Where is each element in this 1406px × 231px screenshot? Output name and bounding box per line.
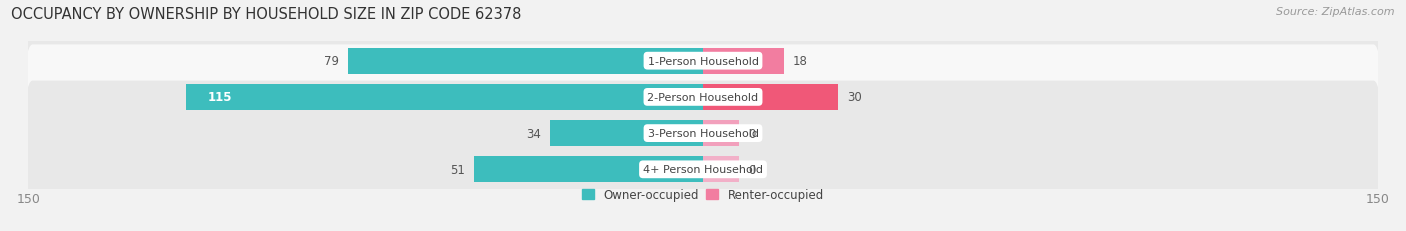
FancyBboxPatch shape — [24, 45, 1382, 222]
Bar — [186, 85, 703, 110]
Text: 4+ Person Household: 4+ Person Household — [643, 165, 763, 175]
Bar — [347, 49, 703, 74]
Bar — [703, 121, 740, 146]
Text: 51: 51 — [450, 163, 464, 176]
FancyBboxPatch shape — [24, 0, 1382, 150]
Text: 2-Person Household: 2-Person Household — [647, 92, 759, 103]
Text: 30: 30 — [846, 91, 862, 104]
FancyBboxPatch shape — [24, 81, 1382, 231]
Text: 34: 34 — [526, 127, 541, 140]
Text: 0: 0 — [748, 163, 755, 176]
Text: 115: 115 — [208, 91, 232, 104]
Legend: Owner-occupied, Renter-occupied: Owner-occupied, Renter-occupied — [582, 188, 824, 201]
Bar — [550, 121, 703, 146]
Text: 79: 79 — [323, 55, 339, 68]
Bar — [703, 85, 838, 110]
Text: OCCUPANCY BY OWNERSHIP BY HOUSEHOLD SIZE IN ZIP CODE 62378: OCCUPANCY BY OWNERSHIP BY HOUSEHOLD SIZE… — [11, 7, 522, 22]
Bar — [474, 157, 703, 182]
Text: 1-Person Household: 1-Person Household — [648, 56, 758, 66]
FancyBboxPatch shape — [24, 9, 1382, 186]
Bar — [703, 49, 785, 74]
Text: 0: 0 — [748, 127, 755, 140]
Text: Source: ZipAtlas.com: Source: ZipAtlas.com — [1277, 7, 1395, 17]
Text: 18: 18 — [793, 55, 808, 68]
Text: 3-Person Household: 3-Person Household — [648, 128, 758, 139]
Bar — [703, 157, 740, 182]
